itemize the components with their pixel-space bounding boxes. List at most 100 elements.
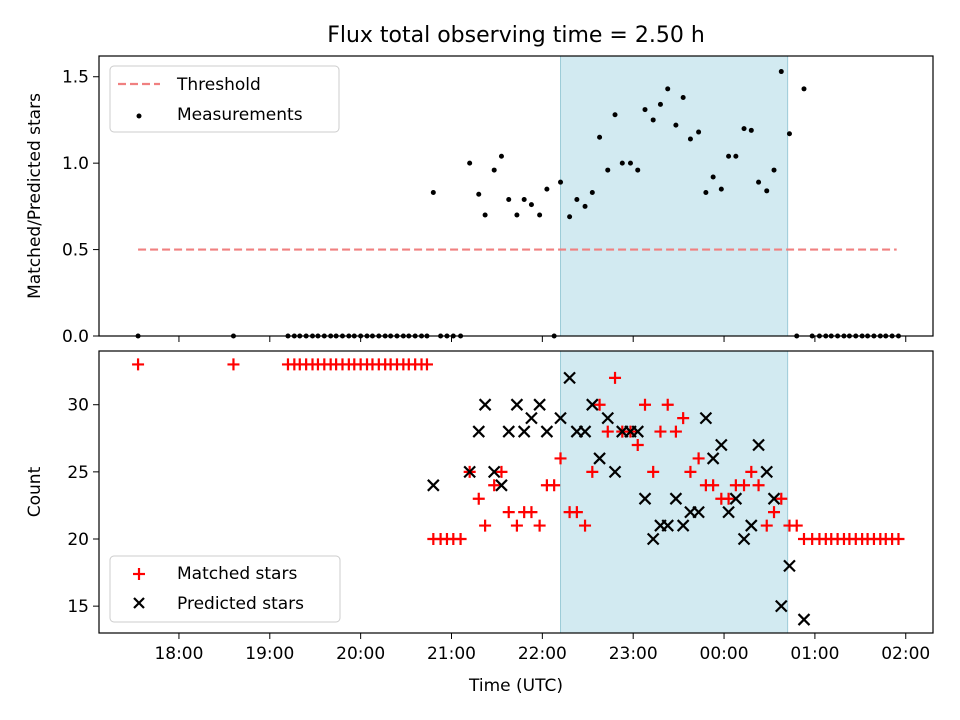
measurement-point — [801, 86, 807, 92]
predicted-point — [760, 465, 774, 479]
predicted-point — [715, 438, 728, 452]
measurement-point — [558, 179, 564, 185]
measurements-legend-swatch — [136, 113, 142, 119]
x-tick-label: 19:00 — [245, 644, 294, 664]
matched-point — [525, 506, 538, 519]
matched-point — [631, 439, 644, 451]
measurement-point — [748, 127, 754, 133]
matched-point — [601, 425, 614, 438]
matched-point — [722, 492, 735, 505]
matched-point — [684, 465, 697, 478]
bottom-plot-frame — [98, 350, 934, 634]
predicted-point — [586, 398, 599, 411]
matched-point — [479, 519, 492, 532]
measurement-point — [574, 196, 580, 202]
bottom-legend: Matched stars Predicted stars — [109, 555, 341, 623]
measurement-point — [537, 212, 543, 218]
matched-point — [760, 519, 773, 532]
predicted-point — [525, 411, 538, 425]
y-tick-label: 0.0 — [62, 327, 89, 347]
predicted-point — [487, 465, 501, 479]
matched-point — [420, 358, 433, 371]
measurement-point — [544, 186, 550, 192]
bottom-shaded-span — [560, 350, 789, 634]
y-tick-label: 20 — [67, 530, 89, 550]
matched-point — [533, 519, 546, 532]
x-tick-label: 22:00 — [518, 644, 567, 664]
predicted-point — [752, 438, 765, 452]
matched-point — [669, 425, 682, 438]
predicted-point — [472, 425, 486, 438]
predicted-point — [510, 398, 524, 411]
measurement-point — [696, 129, 702, 135]
top-shaded-span — [560, 55, 789, 337]
measurement-point — [528, 202, 534, 208]
measurement-point — [605, 167, 611, 173]
measurement-point — [771, 167, 777, 173]
matched-point — [892, 533, 905, 545]
bottom-y-ticks: 15 20 25 30 — [67, 396, 99, 617]
predicted-point — [797, 613, 811, 626]
predicted-point — [676, 519, 690, 532]
bottom-legend-box — [109, 555, 341, 623]
predicted-point — [729, 492, 743, 505]
matched-point — [495, 465, 508, 478]
predicted-point — [783, 559, 796, 573]
predicted-point — [540, 425, 554, 438]
matched-point — [790, 519, 803, 532]
predicted-point — [722, 505, 735, 519]
measurement-point — [741, 126, 747, 132]
y-tick-label: 0.5 — [62, 241, 89, 261]
matched-point — [472, 492, 485, 505]
predicted-point — [767, 492, 781, 505]
top-y-axis-label: Matched/Predicted stars — [25, 93, 45, 299]
predicted-point — [692, 505, 705, 519]
predicted-point — [495, 479, 508, 492]
predicted-point — [502, 425, 516, 438]
measurement-point — [680, 94, 686, 100]
bottom-y-axis-label: Count — [25, 466, 45, 517]
x-tick-label: 20:00 — [336, 644, 385, 664]
y-tick-label: 1.5 — [62, 68, 89, 88]
matched-point — [586, 465, 599, 478]
matched-point — [593, 398, 606, 411]
predicted-point — [638, 492, 652, 505]
measurement-point — [482, 212, 488, 218]
matched-point — [454, 533, 467, 545]
measurement-point — [756, 179, 762, 185]
top-x-ticks — [178, 336, 907, 342]
matched-point — [661, 398, 674, 411]
measurement-point — [430, 190, 436, 196]
predicted-point — [737, 532, 751, 546]
predicted-point — [608, 465, 622, 479]
measurement-point — [665, 86, 671, 92]
predicted-point — [533, 398, 546, 411]
predicted-point — [463, 465, 476, 479]
measurement-point — [650, 117, 656, 123]
measurement-point — [673, 122, 679, 128]
matched-point — [510, 519, 523, 532]
predicted-point — [669, 492, 683, 505]
measurement-point — [597, 134, 603, 140]
matched-point — [745, 465, 758, 478]
matched-point — [647, 465, 660, 478]
measurement-point — [521, 196, 527, 202]
matched-point — [738, 479, 751, 492]
measurement-point — [627, 160, 633, 166]
measurement-point — [687, 136, 693, 142]
matched-point — [488, 479, 501, 492]
matched-legend-label: Matched stars — [177, 564, 297, 584]
matched-point — [775, 492, 788, 505]
shaded-span — [560, 55, 789, 337]
y-tick-label: 30 — [67, 396, 89, 416]
predicted-point — [593, 452, 606, 465]
measurement-point — [514, 212, 520, 218]
matched-point — [654, 425, 667, 438]
measurement-point — [642, 107, 648, 113]
y-tick-label: 1.0 — [62, 154, 89, 174]
measurement-point — [619, 160, 625, 166]
matched-point — [570, 506, 583, 519]
measurement-point — [703, 190, 709, 196]
top-plot-frame — [98, 55, 934, 337]
predicted-point — [478, 398, 492, 411]
